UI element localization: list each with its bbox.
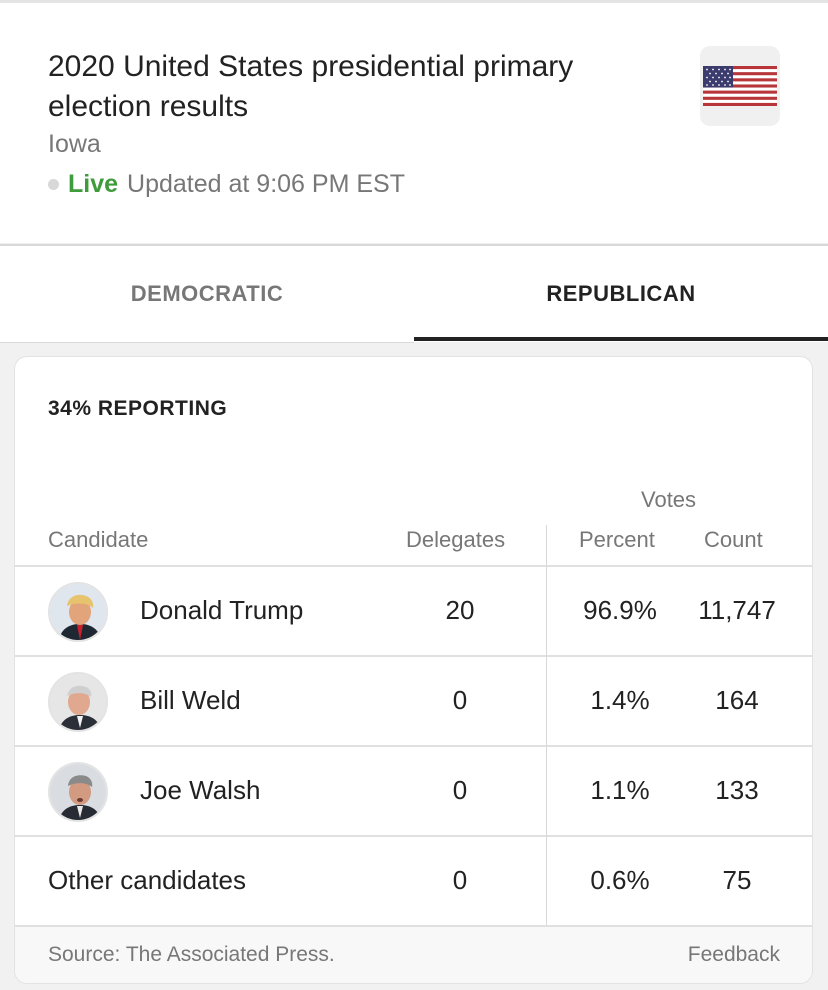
percent-value: 96.9% (583, 595, 657, 625)
candidate-avatar (48, 672, 108, 732)
row-divider (15, 745, 812, 747)
percent-column-header: Percent (579, 527, 655, 552)
candidate-name: Other candidates (48, 865, 247, 895)
votes-group-header: Votes (641, 487, 697, 512)
card-footer: Source: The Associated Press. Feedback (15, 925, 812, 983)
us-flag-icon (700, 46, 780, 126)
delegates-value: 0 (452, 685, 468, 715)
percent-value: 0.6% (590, 865, 650, 895)
table-row: Other candidates 0 0.6% 75 (15, 837, 812, 925)
live-status: Live Updated at 9:06 PM EST (48, 170, 405, 199)
candidate-name: Donald Trump (140, 595, 304, 625)
count-value: 133 (715, 775, 759, 805)
tabs-divider (0, 342, 414, 343)
delegates-value: 0 (452, 775, 468, 805)
tab-democratic[interactable]: DEMOCRATIC (130, 281, 284, 306)
candidate-name: Joe Walsh (140, 775, 261, 805)
updated-time: Updated at 9:06 PM EST (127, 170, 405, 198)
candidate-column-header: Candidate (48, 527, 149, 552)
candidate-avatar (48, 762, 108, 822)
percent-value: 1.1% (590, 775, 650, 805)
row-divider (15, 655, 812, 657)
delegates-column-header: Delegates (406, 527, 506, 552)
source-attribution: Source: The Associated Press. (48, 943, 335, 966)
count-value: 164 (715, 685, 759, 715)
reporting-status: 34% REPORTING (48, 397, 228, 420)
tab-republican[interactable]: REPUBLICAN (546, 281, 696, 306)
region-label: Iowa (48, 130, 101, 158)
party-tabs: DEMOCRATIC REPUBLICAN (0, 244, 828, 343)
candidate-avatar (48, 582, 108, 642)
page-title: 2020 United States presidential primary … (48, 50, 574, 123)
count-value: 75 (722, 865, 752, 895)
count-value: 11,747 (698, 595, 776, 625)
results-header: 2020 United States presidential primary … (0, 0, 828, 243)
results-card: 34% REPORTING Votes Candidate Delegates … (15, 357, 812, 983)
votes-column-divider (546, 525, 547, 925)
selected-tab-indicator (414, 337, 828, 341)
table-row: Joe Walsh 0 1.1% 133 (15, 747, 812, 835)
row-divider (15, 835, 812, 837)
count-column-header: Count (704, 527, 763, 552)
table-divider (15, 565, 812, 567)
status-dot-icon (48, 179, 59, 190)
delegates-value: 20 (445, 595, 475, 625)
feedback-link[interactable]: Feedback (687, 943, 780, 966)
table-row: Donald Trump 20 96.9% 11,747 (15, 567, 812, 655)
percent-value: 1.4% (590, 685, 650, 715)
table-row: Bill Weld 0 1.4% 164 (15, 657, 812, 745)
delegates-value: 0 (452, 865, 468, 895)
candidate-name: Bill Weld (140, 685, 241, 715)
live-badge: Live (68, 170, 119, 198)
